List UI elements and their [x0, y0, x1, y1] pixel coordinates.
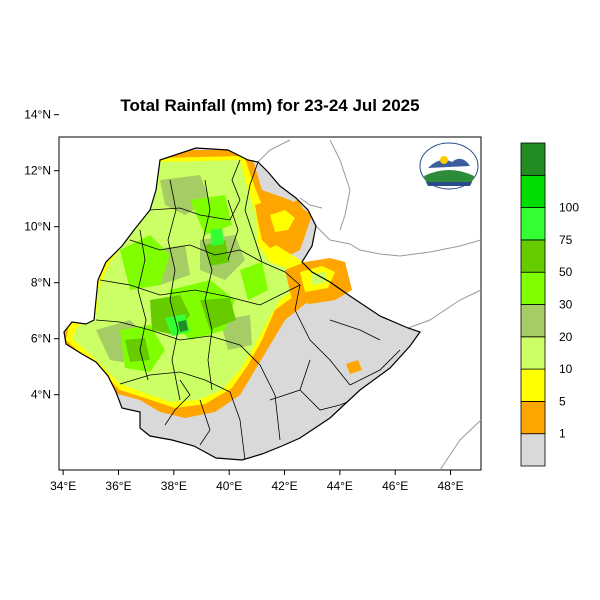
- legend-swatch: [520, 239, 546, 273]
- legend-swatch: [520, 174, 546, 209]
- lon-tick-label: 36°E: [105, 479, 131, 493]
- legend-label: 30: [559, 298, 573, 312]
- lat-tick-label: 12°N: [24, 164, 51, 178]
- legend-label: 5: [559, 394, 566, 408]
- lon-tick-label: 44°E: [327, 479, 353, 493]
- lat-tick-label: 8°N: [31, 276, 51, 290]
- lon-tick-label: 48°E: [437, 479, 463, 493]
- lon-tick-label: 40°E: [216, 479, 242, 493]
- lat-tick-label: 14°N: [24, 108, 51, 122]
- admin-boundaries: [95, 159, 401, 460]
- lon-tick-label: 38°E: [161, 479, 187, 493]
- lon-tick-label: 46°E: [382, 479, 408, 493]
- lat-tick-label: 4°N: [31, 388, 51, 402]
- color-legend: 1 5 10 20 30 50 75 100: [520, 142, 579, 467]
- legend-swatch: [520, 336, 546, 370]
- legend-label: 100: [559, 201, 579, 215]
- ethiopian-meteorology-institute-logo: [419, 142, 479, 190]
- legend-swatch: [520, 207, 546, 241]
- map-axes: 34°E 36°E 38°E 40°E 42°E 44°E 46°E 48°E 4°N 6°N 8°…: [24, 108, 463, 493]
- lat-tick-label: 6°N: [31, 332, 51, 346]
- lon-tick-label: 42°E: [271, 479, 297, 493]
- legend-swatch: [520, 433, 546, 467]
- legend-label: 50: [559, 265, 573, 279]
- legend-label: 10: [559, 362, 573, 376]
- legend-label: 1: [559, 427, 566, 441]
- map-title: Total Rainfall (mm) for 23-24 Jul 2025: [120, 96, 420, 115]
- legend-label: 75: [559, 233, 573, 247]
- neighbor-borders: [257, 139, 482, 471]
- eastern-rain-bands: [255, 200, 362, 374]
- legend-swatch: [520, 368, 546, 402]
- legend-swatch: [520, 304, 546, 338]
- lon-tick-label: 34°E: [50, 479, 76, 493]
- legend-label: 20: [559, 330, 573, 344]
- lat-tick-label: 10°N: [24, 220, 51, 234]
- legend-swatch: [520, 400, 546, 435]
- legend-swatch: [520, 271, 546, 305]
- legend-swatch: [520, 142, 546, 176]
